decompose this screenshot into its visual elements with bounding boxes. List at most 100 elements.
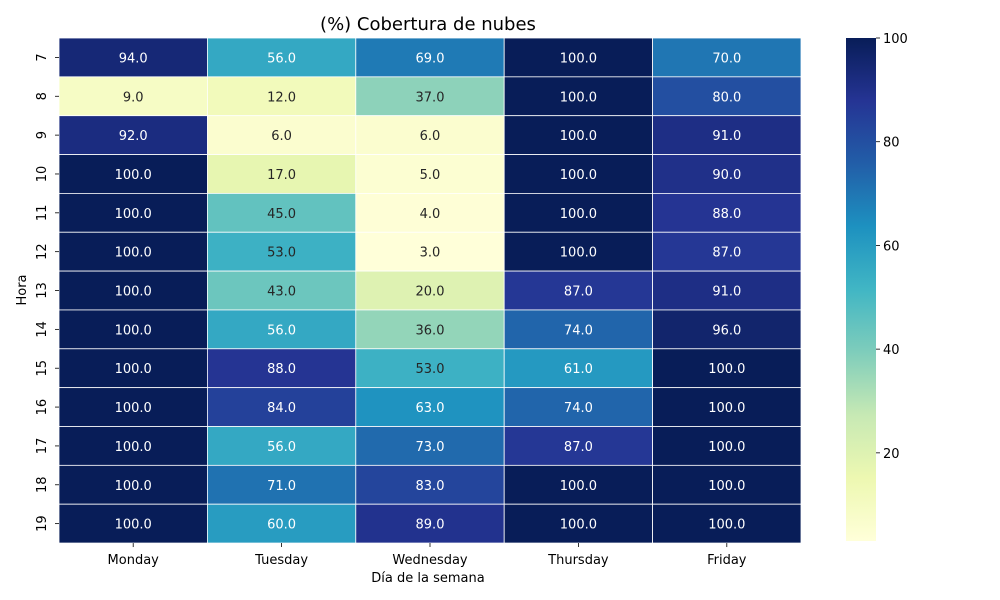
heatmap-cell-label: 87.0 [712, 246, 741, 261]
heatmap-cell-label: 9.0 [123, 90, 144, 105]
heatmap-cell-label: 100.0 [560, 479, 597, 494]
heatmap-cell-label: 12.0 [267, 90, 296, 105]
colorbar [846, 38, 876, 541]
heatmap-cell-label: 100.0 [115, 479, 152, 494]
heatmap-cell [206, 37, 357, 78]
heatmap-cells [58, 37, 802, 544]
heatmap-cell-label: 70.0 [712, 51, 741, 66]
heatmap-cell [355, 426, 505, 466]
heatmap-cell-label: 6.0 [420, 129, 441, 144]
heatmap-cell-label: 91.0 [712, 285, 741, 300]
heatmap-cell [206, 154, 357, 194]
heatmap-cell [58, 309, 208, 350]
heatmap-cell [652, 154, 802, 194]
heatmap-cell [503, 37, 654, 78]
heatmap-cell-label: 60.0 [267, 518, 296, 533]
heatmap-cell-label: 94.0 [119, 51, 148, 66]
chart-title: (%) Cobertura de nubes [320, 14, 536, 35]
heatmap-cell-label: 100.0 [115, 518, 152, 533]
x-tick-label: Thursday [547, 553, 609, 568]
heatmap-cell-label: 56.0 [267, 440, 296, 455]
heatmap-cell-label: 71.0 [267, 479, 296, 494]
y-tick-label: 18 [35, 477, 50, 494]
heatmap-cell-label: 53.0 [416, 362, 445, 377]
heatmap-cell-label: 100.0 [560, 168, 597, 183]
heatmap-cell-label: 100.0 [560, 246, 597, 261]
y-tick-label: 19 [35, 515, 50, 532]
heatmap-cell [58, 270, 208, 311]
heatmap-cell [58, 426, 208, 466]
heatmap-cell-label: 3.0 [420, 246, 441, 261]
heatmap-cell-labels: 94.0 56.0 69.0 100.0 70.0 9.0 12.0 37.0 100.0 80.… [115, 51, 746, 532]
y-tick-label: 11 [35, 205, 50, 222]
heatmap-cell-label: 6.0 [271, 129, 292, 144]
heatmap-cell [58, 503, 208, 544]
heatmap-cell-label: 100.0 [708, 440, 745, 455]
heatmap-cell [503, 503, 654, 544]
colorbar-ticks: 20 40 60 80 100 [876, 32, 908, 462]
heatmap-cell-label: 43.0 [267, 285, 296, 300]
heatmap-cell [355, 348, 505, 389]
colorbar-tick-label: 100 [883, 32, 908, 47]
heatmap-cell [652, 387, 802, 427]
heatmap-cell [652, 270, 802, 311]
heatmap-cell-label: 96.0 [712, 323, 741, 338]
heatmap-cell [652, 231, 802, 272]
heatmap-cell-label: 100.0 [115, 401, 152, 416]
heatmap-cell [58, 192, 208, 233]
y-tick-label: 7 [35, 53, 50, 61]
heatmap-cell-label: 100.0 [708, 479, 745, 494]
heatmap-cell [503, 426, 654, 466]
heatmap-cell [652, 37, 802, 78]
heatmap-cell [206, 348, 357, 389]
y-tick-label: 15 [35, 360, 50, 377]
heatmap-cell-label: 80.0 [712, 90, 741, 105]
heatmap-cell-label: 37.0 [416, 90, 445, 105]
heatmap-cell [503, 115, 654, 155]
y-tick-label: 14 [35, 321, 50, 338]
heatmap-cell [652, 309, 802, 350]
heatmap-cell-label: 74.0 [564, 401, 593, 416]
heatmap-cell-label: 100.0 [708, 362, 745, 377]
heatmap-cell [503, 231, 654, 272]
heatmap-cell-label: 100.0 [708, 401, 745, 416]
heatmap-cell [503, 464, 654, 505]
heatmap-cell-label: 100.0 [115, 323, 152, 338]
heatmap-cell [58, 387, 208, 427]
heatmap-cell-label: 87.0 [564, 440, 593, 455]
heatmap-cell [652, 426, 802, 466]
heatmap-cell-label: 83.0 [416, 479, 445, 494]
heatmap-cell-label: 20.0 [416, 285, 445, 300]
heatmap-cell [503, 154, 654, 194]
heatmap-cell [652, 348, 802, 389]
heatmap-cell [355, 115, 505, 155]
heatmap-cell-label: 100.0 [115, 168, 152, 183]
heatmap-cell-label: 63.0 [416, 401, 445, 416]
heatmap-cell [652, 115, 802, 155]
heatmap-cell-label: 56.0 [267, 51, 296, 66]
y-tick-label: 12 [35, 243, 50, 260]
heatmap-cell-label: 100.0 [560, 90, 597, 105]
heatmap-cell [652, 192, 802, 233]
x-axis-ticks: Monday Tuesday Wednesday Thursday Friday [108, 543, 747, 568]
heatmap-cell [652, 503, 802, 544]
heatmap-cell-label: 36.0 [416, 323, 445, 338]
heatmap-cell-label: 100.0 [560, 129, 597, 144]
heatmap-cell-label: 53.0 [267, 246, 296, 261]
heatmap-cell [355, 231, 505, 272]
heatmap-cell [355, 76, 505, 117]
heatmap-cell-label: 100.0 [560, 207, 597, 222]
heatmap-cell-label: 100.0 [708, 518, 745, 533]
heatmap-cell-label: 69.0 [416, 51, 445, 66]
y-tick-label: 9 [35, 131, 50, 139]
heatmap-cell [355, 387, 505, 427]
heatmap-cell-label: 100.0 [115, 440, 152, 455]
y-axis-ticks: 7 8 9 10 11 12 13 14 15 16 17 18 19 [35, 53, 59, 532]
colorbar-tick-label: 20 [883, 447, 900, 462]
heatmap-cell [355, 154, 505, 194]
heatmap-cell [206, 309, 357, 350]
heatmap-cell-label: 100.0 [115, 207, 152, 222]
colorbar-tick-label: 40 [883, 343, 900, 358]
x-tick-label: Friday [707, 553, 747, 568]
